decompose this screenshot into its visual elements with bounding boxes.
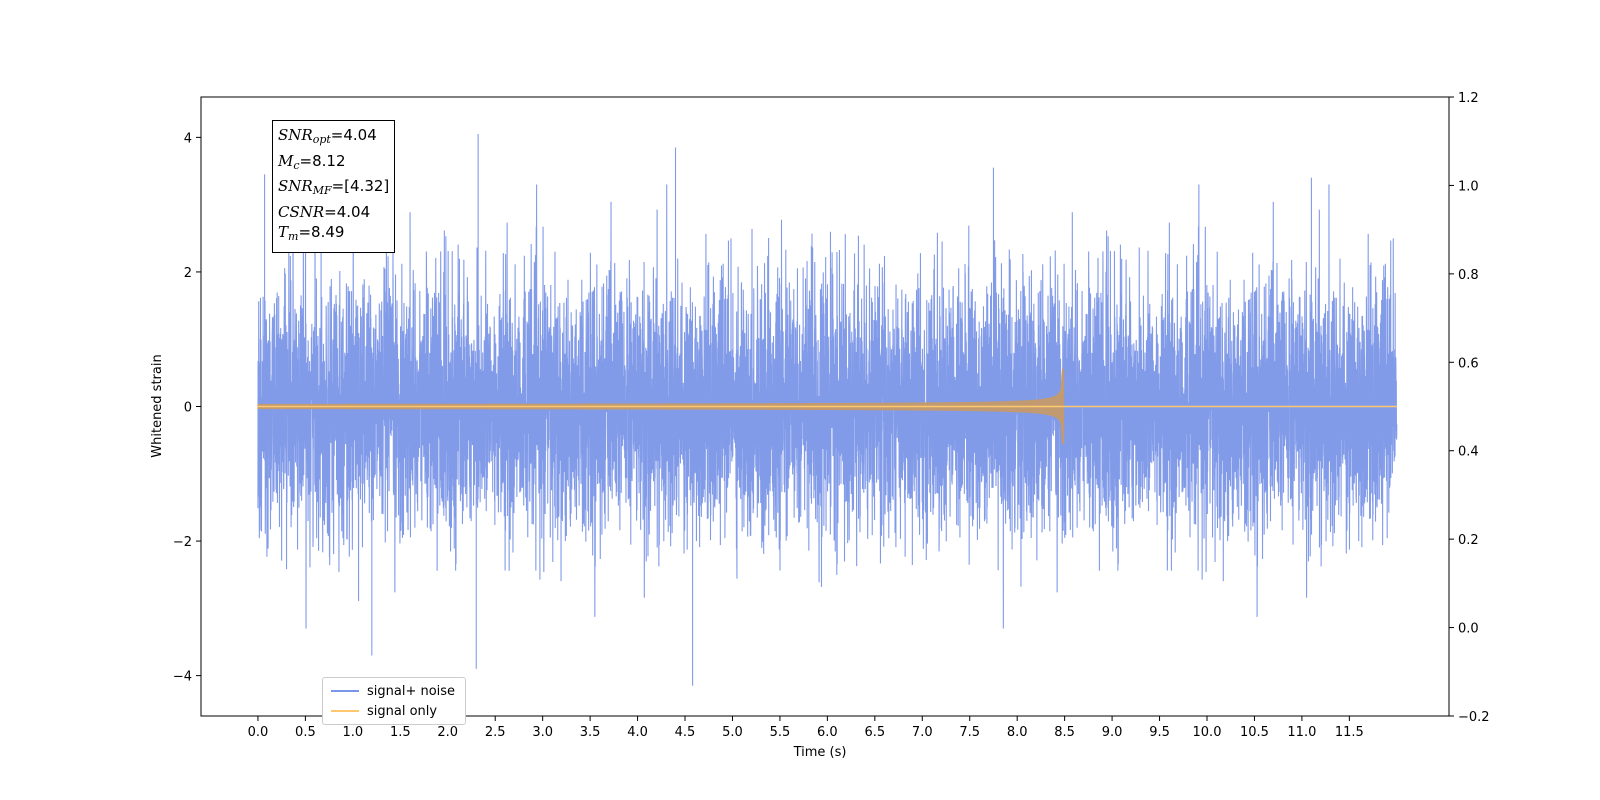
x-tick-label: 7.5 <box>959 725 980 740</box>
legend-swatch-signal-noise <box>331 690 359 692</box>
y-tick-label: −2 <box>173 535 192 550</box>
y-tick-label: 2 <box>184 266 192 281</box>
x-tick-label: 6.0 <box>817 725 838 740</box>
x-tick-label: 9.0 <box>1102 725 1123 740</box>
y-tick-label: 4 <box>184 131 192 146</box>
x-tick-label: 3.5 <box>580 725 601 740</box>
x-tick-label: 0.5 <box>295 725 316 740</box>
x-tick-label: 3.0 <box>532 725 553 740</box>
x-tick-label: 2.5 <box>485 725 506 740</box>
x-tick-label: 5.0 <box>722 725 743 740</box>
tm-line: Tm=8.49 <box>278 223 345 243</box>
x-tick-label: 8.5 <box>1054 725 1075 740</box>
signal-series-layer <box>257 369 1397 444</box>
y-axis-label: Whitened strain <box>150 354 165 457</box>
x-tick-label: 1.0 <box>343 725 364 740</box>
legend-swatch-signal-only <box>331 710 359 712</box>
y2-tick-label: 0.8 <box>1458 268 1479 283</box>
x-tick-label: 6.5 <box>864 725 885 740</box>
x-tick-label: 11.0 <box>1287 725 1316 740</box>
x-tick-label: 4.5 <box>675 725 696 740</box>
y-axis-left: 4 2 0 −2 −4 <box>173 131 201 685</box>
x-tick-label: 10.0 <box>1193 725 1222 740</box>
x-tick-label: 2.0 <box>437 725 458 740</box>
y-tick-label: −4 <box>173 670 192 685</box>
x-tick-label: 11.5 <box>1335 725 1364 740</box>
y2-tick-label: 1.2 <box>1458 91 1479 106</box>
snr-mf-line: SNRMF=[4.32] <box>278 177 390 197</box>
y2-tick-label: 0.0 <box>1458 622 1479 637</box>
y2-tick-label: 0.2 <box>1458 533 1479 548</box>
y2-tick-label: 0.6 <box>1458 356 1479 371</box>
x-axis-label: Time (s) <box>793 745 847 760</box>
legend-item-signal-only: signal only <box>331 701 437 721</box>
signal-noise-line <box>257 134 1398 686</box>
y2-tick-label: 0.4 <box>1458 445 1479 460</box>
metrics-annotation-box: SNRopt=4.04 Mc=8.12 SNRMF=[4.32] CSNR=4.… <box>272 120 396 253</box>
legend: signal+ noise signal only <box>322 677 466 725</box>
legend-label-signal-noise: signal+ noise <box>367 683 456 699</box>
y2-tick-label: 1.0 <box>1458 179 1479 194</box>
y-tick-label: 0 <box>184 401 192 416</box>
csnr-line: CSNR=4.04 <box>278 202 371 221</box>
x-tick-label: 7.0 <box>912 725 933 740</box>
snr-opt-line: SNRopt=4.04 <box>278 126 377 146</box>
x-tick-label: 0.0 <box>248 725 269 740</box>
x-tick-label: 9.5 <box>1149 725 1170 740</box>
legend-item-signal-noise: signal+ noise <box>331 681 455 701</box>
x-tick-label: 8.0 <box>1007 725 1028 740</box>
x-axis: 0.0 0.5 1.0 1.5 2.0 2.5 3.0 3.5 4.0 4.5 5.0 5.5 6.0 6… <box>248 716 1364 740</box>
x-tick-label: 1.5 <box>390 725 411 740</box>
x-tick-label: 4.0 <box>627 725 648 740</box>
legend-label-signal-only: signal only <box>367 703 438 719</box>
x-tick-label: 10.5 <box>1240 725 1269 740</box>
y2-tick-label: −0.2 <box>1458 710 1490 725</box>
mc-line: Mc=8.12 <box>278 151 346 172</box>
noise-series-layer <box>257 134 1398 686</box>
y-axis-right: 1.2 1.0 0.8 0.6 0.4 0.2 0.0 −0.2 <box>1449 91 1490 725</box>
x-tick-label: 5.5 <box>770 725 791 740</box>
